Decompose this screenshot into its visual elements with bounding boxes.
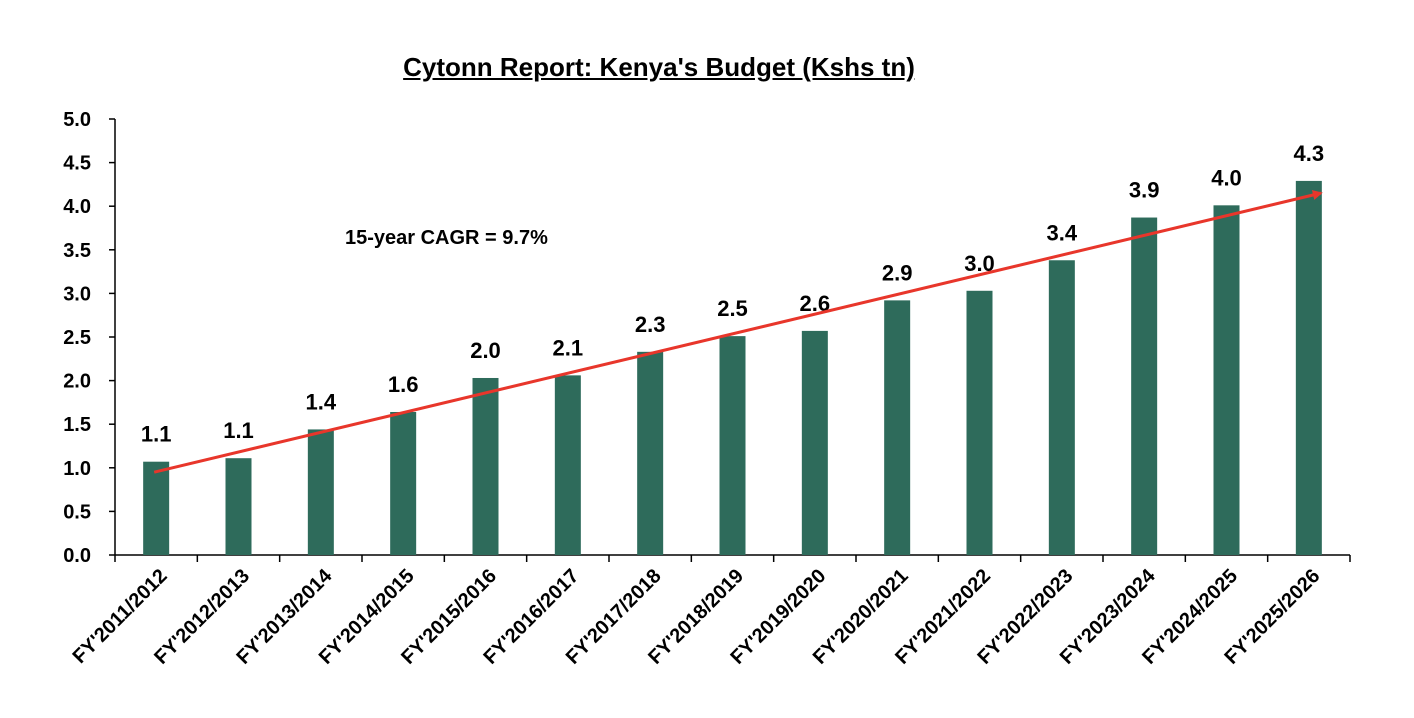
- data-label: 1.1: [223, 418, 254, 443]
- data-label: 2.1: [553, 335, 584, 360]
- bar: [719, 336, 746, 555]
- bar: [801, 330, 828, 555]
- bar: [1048, 260, 1075, 555]
- data-label: 1.1: [141, 422, 172, 447]
- y-tick-label: 0.0: [63, 545, 91, 567]
- data-label: 2.5: [717, 296, 748, 321]
- data-label: 1.4: [306, 389, 337, 414]
- y-tick-label: 4.5: [63, 153, 91, 175]
- trend-arrow: [153, 190, 1323, 474]
- chart-title: Cytonn Report: Kenya's Budget (Kshs tn): [403, 52, 915, 82]
- data-label: 2.9: [882, 260, 913, 285]
- y-tick-label: 5.0: [63, 109, 91, 131]
- bars: [143, 180, 1322, 556]
- y-tick-label: 4.0: [63, 196, 91, 218]
- bar: [966, 290, 993, 555]
- data-label: 2.3: [635, 312, 666, 337]
- y-axis: 0.0 0.5 1.0 1.5 2.0 2.5 3.0 3.5 4.0 4.5 5.0: [63, 109, 116, 567]
- data-label: 4.3: [1294, 141, 1325, 166]
- data-label: 1.6: [388, 372, 419, 397]
- trendline: [153, 190, 1323, 474]
- bar: [1213, 205, 1240, 555]
- bar: [390, 411, 417, 555]
- bar: [554, 375, 581, 555]
- data-label: 2.0: [470, 338, 501, 363]
- bar: [472, 377, 499, 555]
- bar: [225, 458, 252, 555]
- data-label: 3.4: [1047, 220, 1078, 245]
- data-labels: 1.1 1.11.41.62.0 2.12.32.5 2.62.9 3.03.43.9 4…: [141, 141, 1324, 447]
- y-tick-label: 3.5: [63, 240, 91, 262]
- data-label: 3.9: [1129, 178, 1160, 203]
- y-tick-label: 1.0: [63, 458, 91, 480]
- y-tick-label: 2.0: [63, 371, 91, 393]
- y-tick-label: 1.5: [63, 414, 91, 436]
- bar: [307, 429, 334, 555]
- bar: [637, 351, 664, 555]
- y-tick-label: 3.0: [63, 283, 91, 305]
- bar: [1295, 180, 1322, 556]
- cagr-annotation: 15-year CAGR = 9.7%: [345, 227, 548, 249]
- x-axis: FY'2011/2012FY'2012/2013FY'2013/2014FY'2…: [69, 554, 1351, 669]
- bar: [143, 461, 170, 555]
- y-tick-label: 0.5: [63, 501, 91, 523]
- bar: [884, 300, 911, 555]
- data-label: 4.0: [1211, 165, 1242, 190]
- bar: [1131, 217, 1158, 555]
- y-tick-label: 2.5: [63, 327, 91, 349]
